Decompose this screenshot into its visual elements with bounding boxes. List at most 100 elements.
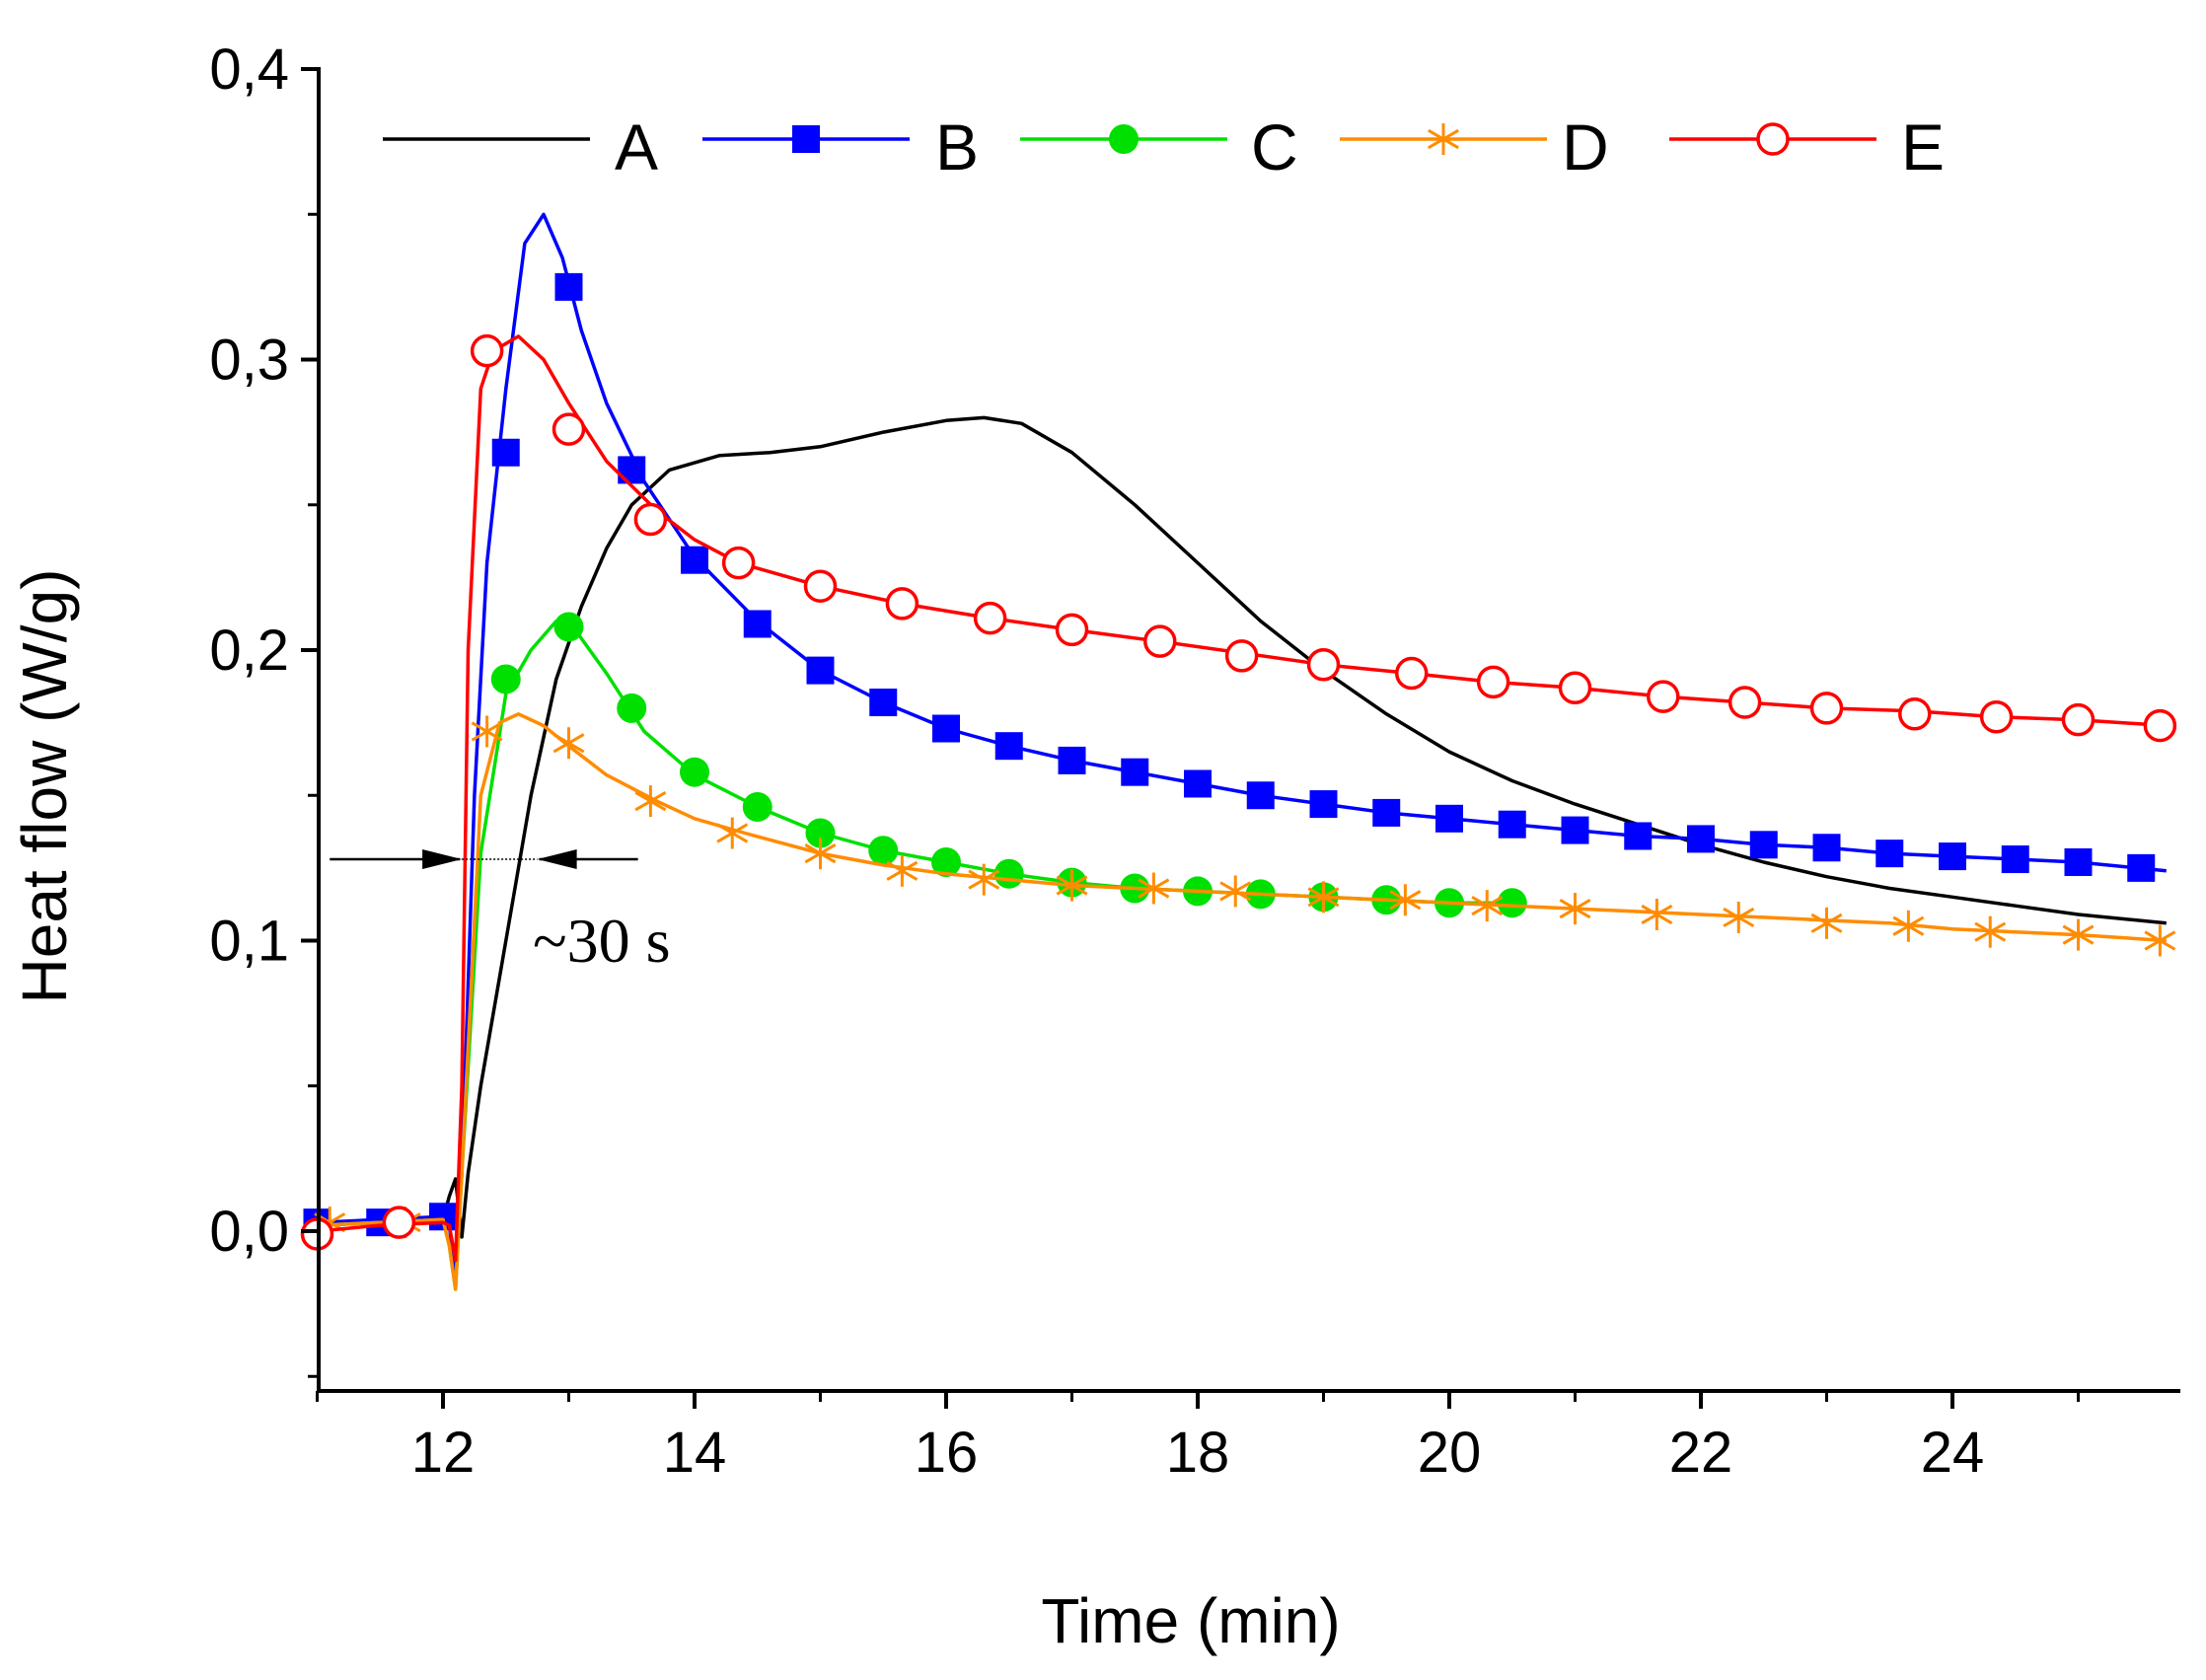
x-tick-label: 16 <box>915 1421 979 1485</box>
series-b-marker <box>1687 825 1715 853</box>
series-b-marker <box>554 272 583 301</box>
series-b-marker <box>1184 769 1212 798</box>
y-tick-label: 0,0 <box>209 1200 289 1264</box>
series-d-marker <box>1307 881 1340 913</box>
legend-marker-b <box>792 125 820 153</box>
series-b-marker <box>2127 853 2156 882</box>
series-d-marker <box>804 838 837 870</box>
series-c-marker <box>805 818 836 848</box>
axes: 0,0 0,1 0,2 0,3 0,4 12 14 16 18 20 22 24 <box>209 37 2180 1485</box>
series-d-marker <box>716 817 749 849</box>
y-tick-label: 0,4 <box>209 37 289 102</box>
x-tick-label: 22 <box>1669 1421 1733 1485</box>
y-tick-label: 0,2 <box>209 619 289 683</box>
series-d-marker <box>1471 890 1504 922</box>
annotation-30s-label: ~30 s <box>533 906 671 976</box>
series-b-marker <box>869 689 898 717</box>
series-e-marker <box>1476 665 1510 699</box>
series-b-marker <box>1121 758 1149 786</box>
series-a <box>318 415 2167 1239</box>
series-d-marker <box>552 727 585 760</box>
series-b-marker <box>1246 781 1275 810</box>
series-b-marker <box>1372 798 1401 827</box>
series-e-marker <box>1809 692 1844 725</box>
series-d-marker <box>1219 875 1252 908</box>
series-b-marker <box>1624 822 1653 850</box>
series-d-marker <box>1559 893 1591 925</box>
series-e-marker <box>2061 702 2096 737</box>
series-b-marker <box>1498 810 1526 839</box>
series-b-marker <box>1875 840 1904 868</box>
series-e-marker <box>1898 697 1932 731</box>
series-d-marker <box>471 715 503 748</box>
series-c <box>318 612 1527 1291</box>
series-c-marker <box>742 792 772 823</box>
series-d-marker <box>968 863 1000 896</box>
series-d-marker <box>1974 915 2007 948</box>
legend-marker-c <box>1109 124 1139 154</box>
series-e-marker <box>470 333 504 368</box>
x-tick-label: 24 <box>1921 1421 1985 1485</box>
series-b-marker <box>2001 845 2029 874</box>
x-tick-label: 12 <box>411 1421 476 1485</box>
series-d-marker <box>1810 907 1843 939</box>
series-e-marker <box>382 1205 416 1239</box>
series-layer <box>300 212 2177 1291</box>
series-e-marker <box>1647 680 1680 713</box>
series-e-marker <box>552 412 586 446</box>
x-tick-label: 18 <box>1166 1421 1230 1485</box>
series-e-marker <box>1224 639 1259 673</box>
annotation-left-arrowhead <box>422 849 463 870</box>
series-d <box>314 712 2176 1291</box>
series-b-marker <box>1749 831 1778 859</box>
series-b-marker <box>2064 847 2093 876</box>
series-c-marker <box>490 664 521 694</box>
series-b-marker <box>1812 834 1841 862</box>
series-b-marker <box>806 656 835 685</box>
series-b-marker <box>743 610 772 638</box>
legend-label-d: D <box>1562 110 1609 183</box>
series-e-marker <box>1395 656 1429 691</box>
x-tick-label: 20 <box>1418 1421 1482 1485</box>
series-d-marker <box>1892 910 1925 942</box>
series-e-marker <box>1306 647 1341 682</box>
series-d-marker <box>1138 872 1170 905</box>
legend-marker-d <box>1428 123 1459 155</box>
series-e-marker <box>2143 708 2177 743</box>
series-b-marker <box>1435 804 1463 833</box>
series-c-marker <box>1497 888 1527 918</box>
series-b-marker <box>1939 842 1966 871</box>
series-d-marker <box>886 854 919 887</box>
series-a-line <box>318 415 2167 1239</box>
series-e-marker <box>885 587 919 621</box>
legend-marker-e <box>1756 122 1790 156</box>
y-tick-label: 0,3 <box>209 329 289 393</box>
y-axis-title: Heat flow (W/g) <box>9 569 80 1004</box>
series-b-marker <box>932 714 960 743</box>
series-d-marker <box>1723 901 1755 933</box>
legend: A B C D E <box>383 110 1945 183</box>
y-tick-label: 0,1 <box>209 910 289 974</box>
series-b-marker <box>994 732 1023 761</box>
legend-label-e: E <box>1901 110 1945 183</box>
series-e-marker <box>1558 671 1592 705</box>
series-d-marker <box>1056 869 1088 902</box>
series-e-marker <box>1728 686 1762 719</box>
series-e-marker <box>1979 699 2014 734</box>
series-b-marker <box>1309 790 1338 819</box>
x-tick-label: 14 <box>663 1421 727 1485</box>
series-b-marker <box>618 456 646 484</box>
series-d-line <box>318 712 2167 1291</box>
series-c-marker <box>868 836 899 866</box>
series-e <box>300 333 2177 1263</box>
series-e-marker <box>803 569 838 603</box>
series-c-marker <box>993 858 1024 889</box>
series-c-marker <box>617 693 647 723</box>
series-e-line <box>318 334 2167 1263</box>
series-e-marker <box>973 601 1007 635</box>
series-b-line <box>318 212 2167 1277</box>
series-d-marker <box>2062 918 2095 951</box>
series-c-marker <box>931 846 961 877</box>
legend-label-b: B <box>935 110 979 183</box>
